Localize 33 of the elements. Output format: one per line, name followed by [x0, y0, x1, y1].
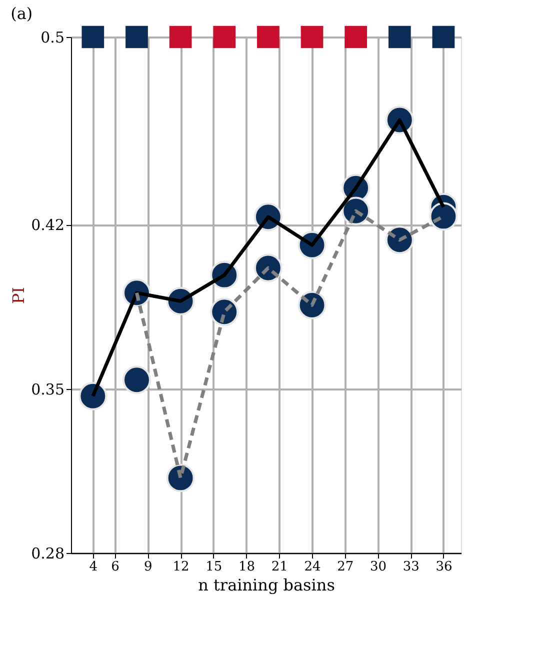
x-tick-label: 27 [337, 560, 354, 574]
y-tick-label: 0.42 [31, 216, 64, 234]
x-tick-label: 30 [370, 560, 387, 574]
y-axis-title: PI [9, 286, 28, 304]
point [126, 26, 148, 48]
chart-title: (a) [10, 4, 33, 23]
x-tick-label: 36 [436, 560, 452, 574]
point [429, 202, 458, 231]
x-tick-label: 4 [89, 560, 98, 574]
point [388, 26, 411, 48]
y-tick-label: 0.35 [31, 380, 64, 398]
point [257, 26, 280, 48]
x-tick-label: 9 [144, 560, 152, 574]
point [166, 464, 195, 492]
x-axis-title: n training basins [198, 576, 335, 594]
x-tick-label: 12 [172, 560, 190, 574]
point [213, 26, 236, 48]
y-tick-label: 0.5 [40, 28, 64, 46]
x-tick-label: 33 [402, 560, 420, 574]
point [210, 298, 239, 326]
x-tick-label: 24 [304, 560, 321, 574]
y-tick-label: 0.28 [31, 544, 64, 562]
point [169, 26, 192, 48]
x-tick-label: 6 [111, 560, 120, 574]
x-tick-label: 21 [271, 560, 288, 574]
x-tick-label: 18 [238, 560, 256, 574]
point [78, 382, 108, 410]
point [344, 26, 368, 48]
point [122, 366, 151, 394]
point [432, 26, 455, 48]
x-tick-label: 15 [206, 560, 222, 574]
point [300, 26, 324, 48]
point [82, 26, 104, 48]
